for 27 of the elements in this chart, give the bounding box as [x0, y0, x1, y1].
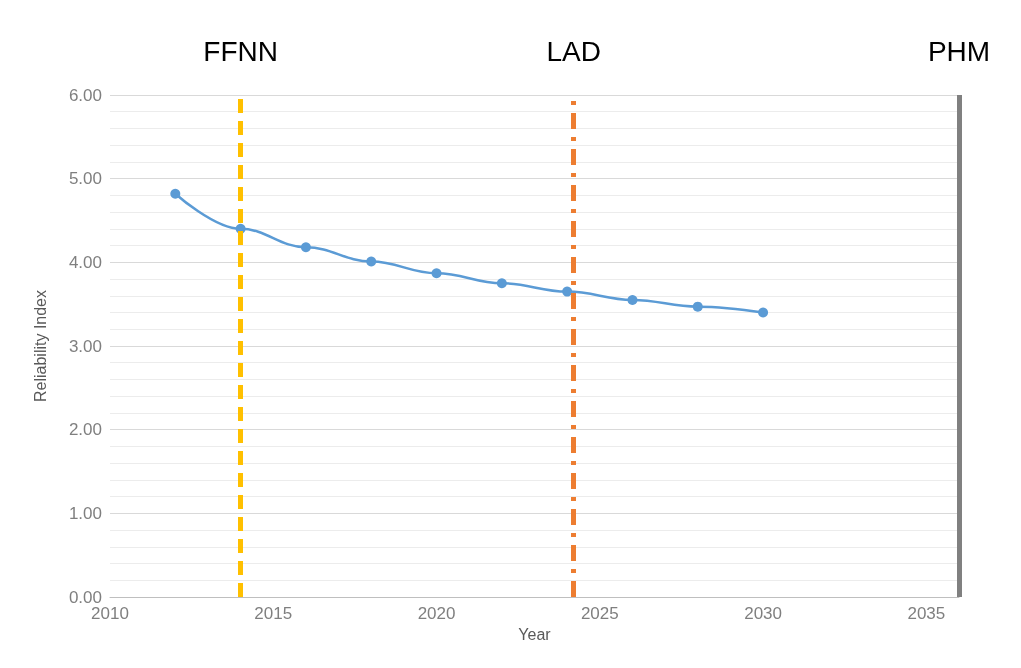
y-tick-label: 3.00 — [68, 336, 102, 356]
point — [300, 242, 311, 253]
point — [692, 301, 703, 312]
y-tick-label: 4.00 — [68, 252, 102, 272]
y-axis-title: Reliability Index — [31, 289, 49, 403]
x-tick-label: 2030 — [744, 604, 782, 623]
point — [170, 188, 181, 199]
y-tick-label: 2.00 — [68, 420, 102, 440]
ref-line-label: LAD — [546, 35, 601, 67]
x-tick-label: 2015 — [254, 604, 293, 623]
point — [431, 268, 442, 279]
point — [562, 286, 573, 297]
point — [758, 307, 769, 318]
y-tick-label: 1.00 — [68, 503, 102, 523]
point — [627, 294, 638, 305]
x-tick-label: 2020 — [417, 604, 456, 623]
ref-line-label: PHM — [927, 35, 991, 67]
point — [496, 278, 507, 289]
x-tick-label: 2035 — [907, 604, 946, 623]
y-tick-label: 6.00 — [68, 85, 102, 105]
point — [366, 256, 377, 267]
y-tick-label: 0.00 — [68, 587, 102, 607]
y-tick-label: 5.00 — [68, 169, 102, 189]
x-tick-label: 2025 — [580, 604, 619, 623]
x-axis-title: Year — [518, 626, 552, 644]
x-tick-label: 2010 — [91, 604, 129, 623]
ref-line-label: FFNN — [203, 35, 278, 67]
